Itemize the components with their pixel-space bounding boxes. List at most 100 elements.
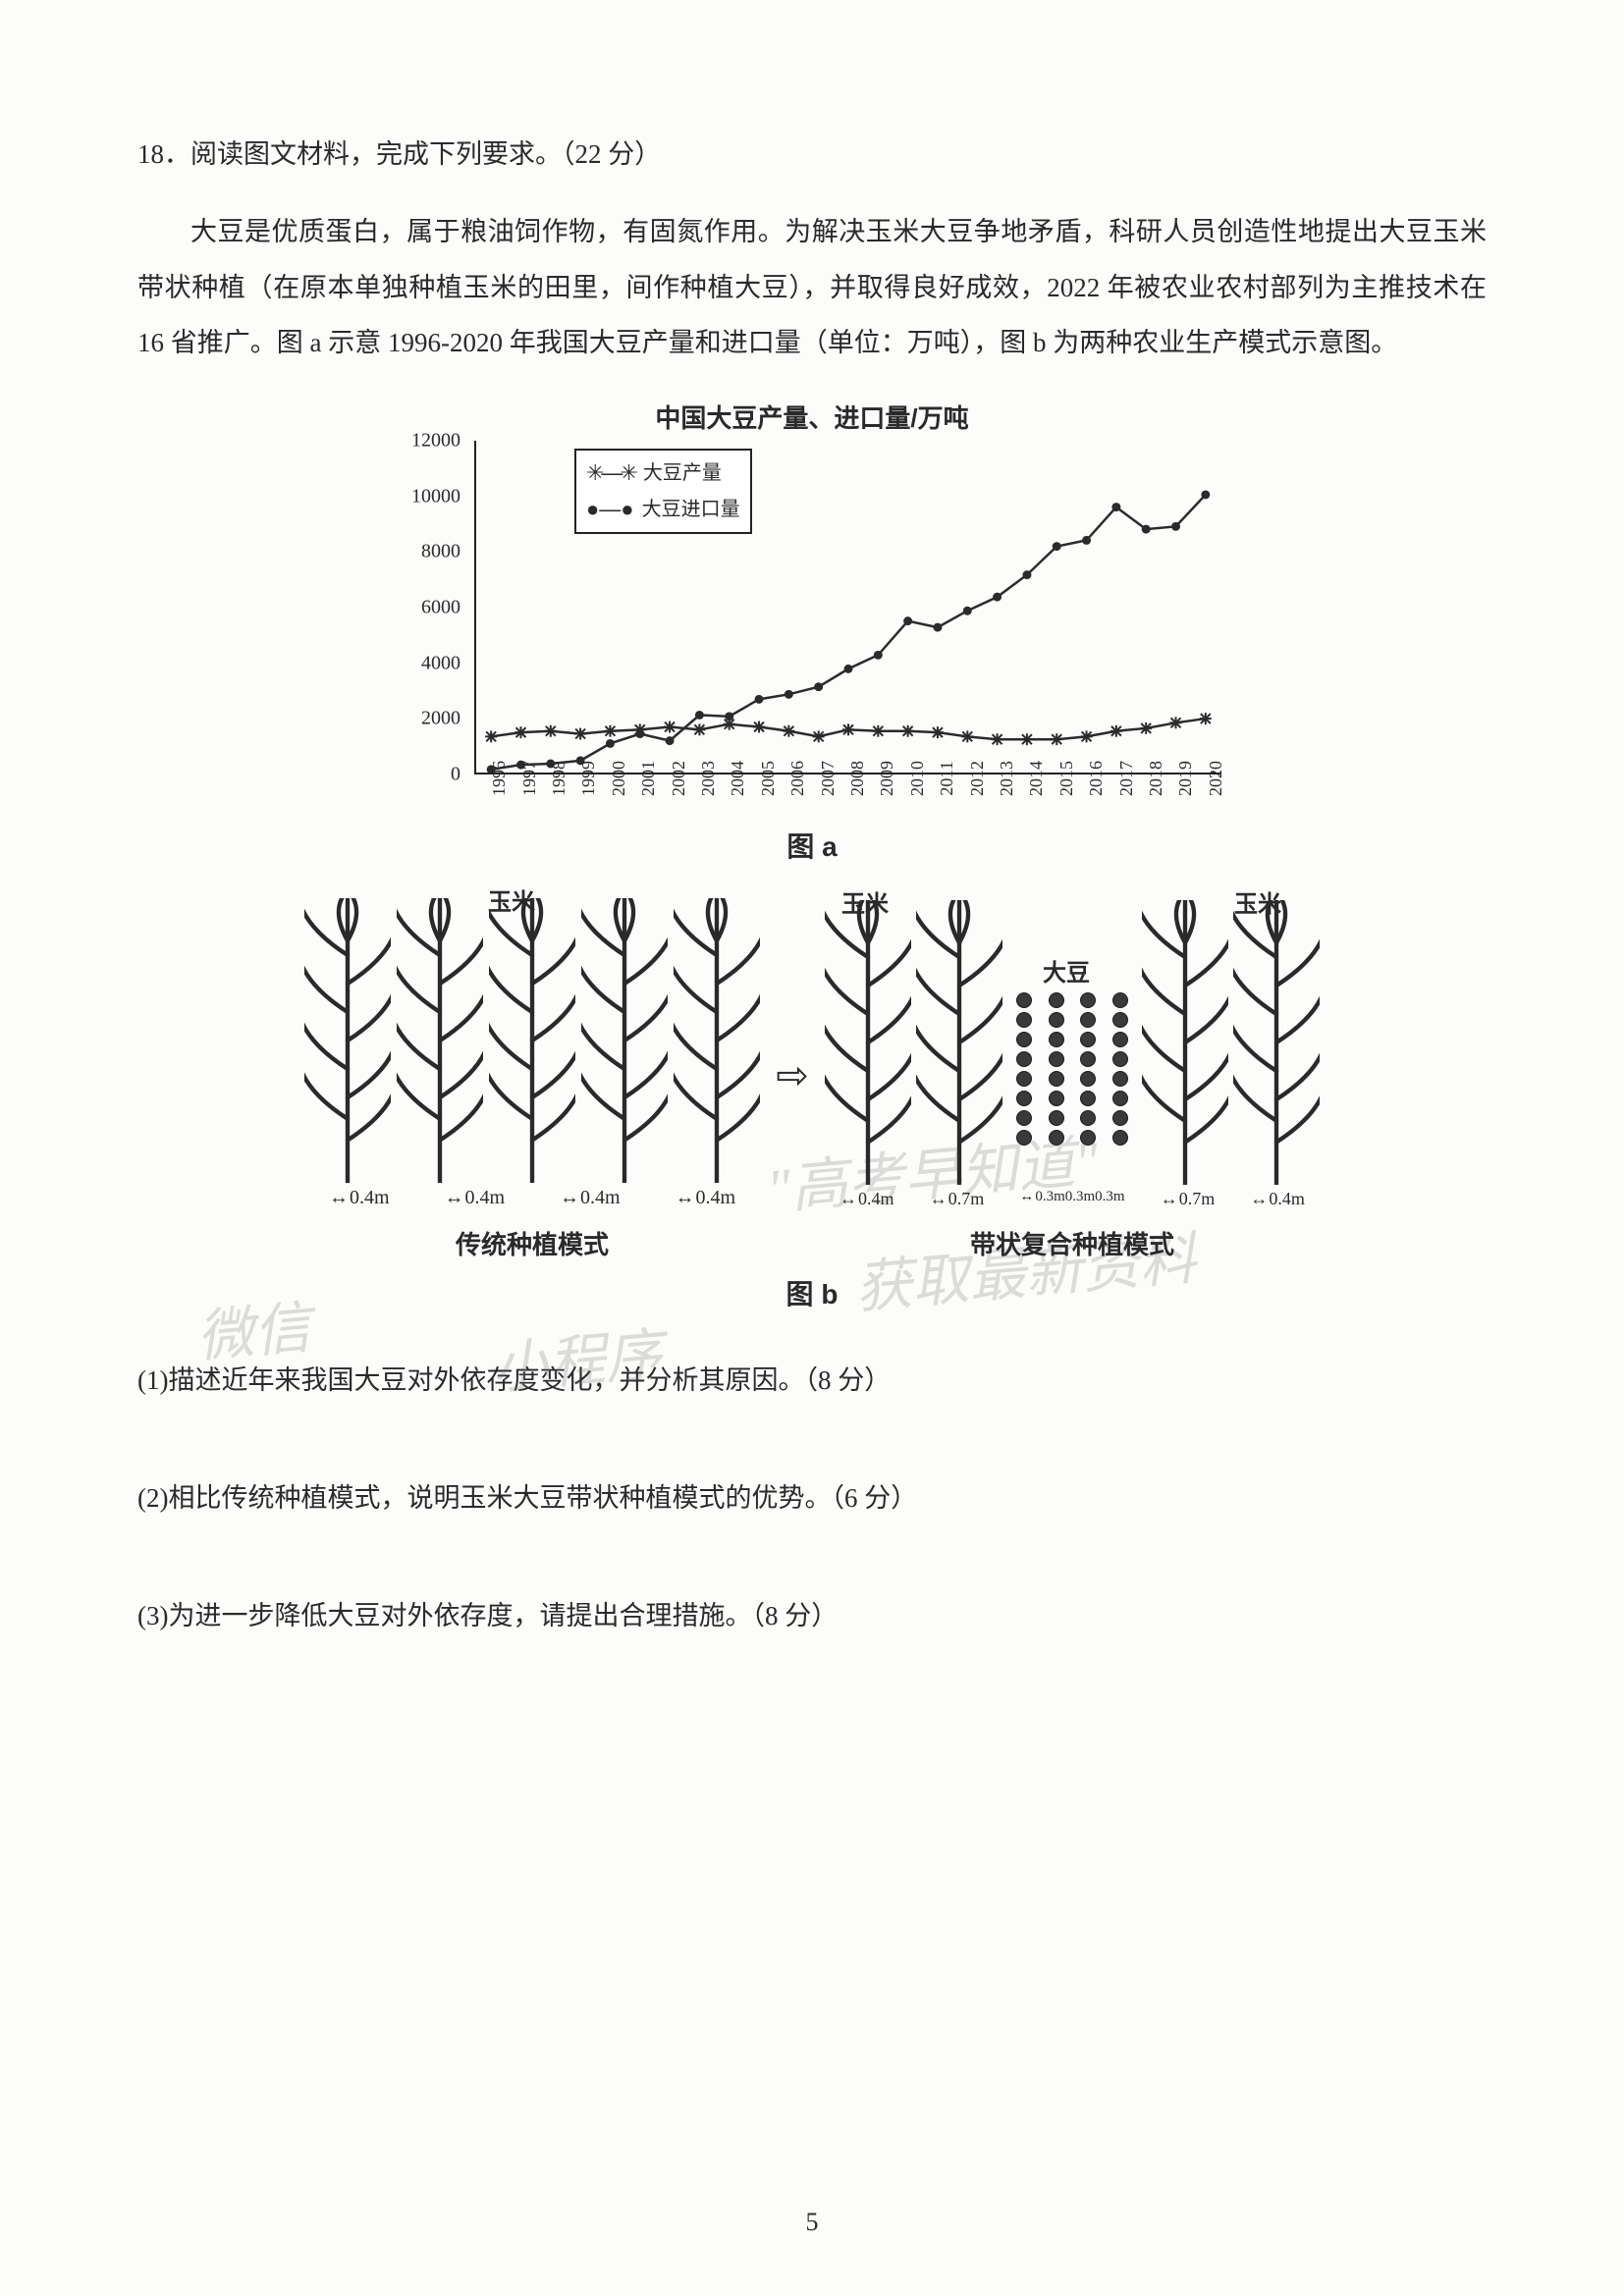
soy-dot-icon [1080,1051,1096,1067]
spacing-value: 0.3m0.3m0.3m [1019,1189,1124,1209]
corn-label: 玉米 [1234,884,1281,919]
x-tick-label: 2016 [1086,761,1107,796]
question-number: 18． [137,139,190,169]
soy-label: 大豆 [1043,953,1090,988]
corn-label: 玉米 [841,884,889,919]
chart-a-container: 中国大豆产量、进口量/万吨 0 2000 4000 6000 8000 10000 1200… [390,399,1234,814]
soy-dot-icon [1016,992,1032,1008]
corn-label: 玉米 [488,882,535,917]
soy-dot-icon [1112,1051,1128,1067]
figure-b-label: 图 b [137,1273,1487,1312]
chart-legend: ✳—✳ 大豆产量 ●—● 大豆进口量 [574,449,752,534]
soy-dot-icon [1049,992,1064,1008]
x-tick-label: 2006 [787,761,808,796]
soy-dot-icon [1049,1110,1064,1126]
plant-row [301,888,763,1183]
x-tick-label: 2010 [907,761,928,796]
x-tick-label: 2007 [818,761,839,796]
subquestion-1: (1)描述近年来我国大豆对外依存度变化，并分析其原因。（8 分） [137,1354,1487,1407]
x-tick-label: 2012 [967,761,988,796]
soy-dot-icon [1049,1130,1064,1146]
soy-dot-icon [1016,1032,1032,1047]
y-tick-label: 6000 [421,597,460,619]
y-tick-label: 0 [451,764,460,786]
y-tick-label: 4000 [421,652,460,674]
x-tick-label: 2003 [698,761,719,796]
traditional-panel: 玉米 0.4m0.4m0.4m0.4m 传统种植模式 [301,888,763,1261]
soy-dot-icon [1049,1091,1064,1106]
spacing-value: 0.7m [1161,1189,1216,1209]
legend-marker-import-icon: ●—● [586,491,634,527]
x-tick-label: 2009 [877,761,897,796]
spacing-row: 0.4m 0.4m 0.4m 0.4m [301,1187,763,1209]
left-caption: 传统种植模式 [301,1225,763,1261]
x-tick-label: 2008 [847,761,868,796]
soy-dot-icon [1112,1012,1128,1028]
x-tick-label: 2017 [1116,761,1137,796]
soy-dot-icon [1016,1071,1032,1087]
corn-plant-icon [1142,900,1228,1185]
soy-dot-icon [1080,1130,1096,1146]
corn-plant-icon [674,898,760,1183]
spacing-value: 0.4m [329,1187,390,1209]
x-tick-label: 1998 [549,761,569,796]
corn-plant-icon [581,898,668,1183]
right-caption: 带状复合种植模式 [822,1225,1323,1261]
legend-label-production: 大豆产量 [643,456,722,490]
soy-dot-icon [1049,1032,1064,1047]
corn-plant-icon [489,898,575,1183]
x-tick-label: 2020 [1206,761,1226,796]
x-tick-label: 2001 [638,761,659,796]
y-tick-label: 8000 [421,541,460,563]
y-tick-label: 2000 [421,708,460,730]
soy-dot-icon [1016,1091,1032,1106]
spacing-value: 0.4m [560,1187,621,1209]
x-tick-label: 2000 [609,761,629,796]
chart-x-axis: 1996199719981999200020012002200320042005… [474,778,1220,818]
soy-dot-icon [1049,1071,1064,1087]
x-tick-label: 2018 [1146,761,1166,796]
soybean-strip [1008,988,1136,1185]
x-tick-label: 2015 [1056,761,1077,796]
corn-plant-icon [397,898,483,1183]
corn-plant-icon [825,900,911,1185]
legend-label-import: 大豆进口量 [642,493,740,526]
soy-dot-icon [1016,1012,1032,1028]
corn-plant-icon [304,898,391,1183]
figure-b-container: 玉米 0.4m0.4m0.4m0.4m 传统种植模式 ⇨ 玉米 玉米 大豆 0.… [301,888,1323,1261]
y-tick-label: 12000 [411,430,460,453]
soy-dot-icon [1112,1032,1128,1047]
spacing-value: 0.4m [1250,1189,1305,1209]
x-tick-label: 1997 [519,761,540,796]
x-tick-label: 2004 [728,761,748,796]
soy-dot-icon [1016,1110,1032,1126]
spacing-row: 0.4m 0.7m 0.3m0.3m0.3m 0.7m 0.4m [822,1189,1323,1209]
spacing-value: 0.4m [444,1187,505,1209]
spacing-value: 0.7m [930,1189,985,1209]
soy-dot-icon [1080,1091,1096,1106]
x-tick-label: 1999 [578,761,599,796]
chart-plot: ✳—✳ 大豆产量 ●—● 大豆进口量 [474,441,1220,774]
y-tick-label: 10000 [411,485,460,507]
x-tick-label: 2002 [669,761,689,796]
x-tick-label: 2013 [997,761,1017,796]
arrow-icon: ⇨ [776,1052,809,1098]
legend-marker-production-icon: ✳—✳ [586,454,635,491]
strip-panel: 玉米 玉米 大豆 0.4m 0.7m 0.3m0.3m0.3m 0.7m 0.4… [822,890,1323,1261]
x-tick-label: 2011 [937,761,957,795]
soy-dot-icon [1016,1130,1032,1146]
subquestion-3: (3)为进一步降低大豆对外依存度，请提出合理措施。（8 分） [137,1589,1487,1642]
chart-title: 中国大豆产量、进口量/万吨 [390,399,1234,435]
soy-dot-icon [1112,1110,1128,1126]
spacing-value: 0.4m [675,1187,735,1209]
soy-dot-icon [1080,1032,1096,1047]
subquestion-2: (2)相比传统种植模式，说明玉米大豆带状种植模式的优势。（6 分） [137,1471,1487,1524]
page-number: 5 [806,2208,819,2237]
x-tick-label: 1996 [489,761,510,796]
x-tick-label: 2005 [758,761,779,796]
soy-dot-icon [1080,992,1096,1008]
soy-dot-icon [1112,1091,1128,1106]
soy-dot-icon [1112,1130,1128,1146]
spacing-value: 0.4m [839,1189,894,1209]
soy-dot-icon [1080,1071,1096,1087]
